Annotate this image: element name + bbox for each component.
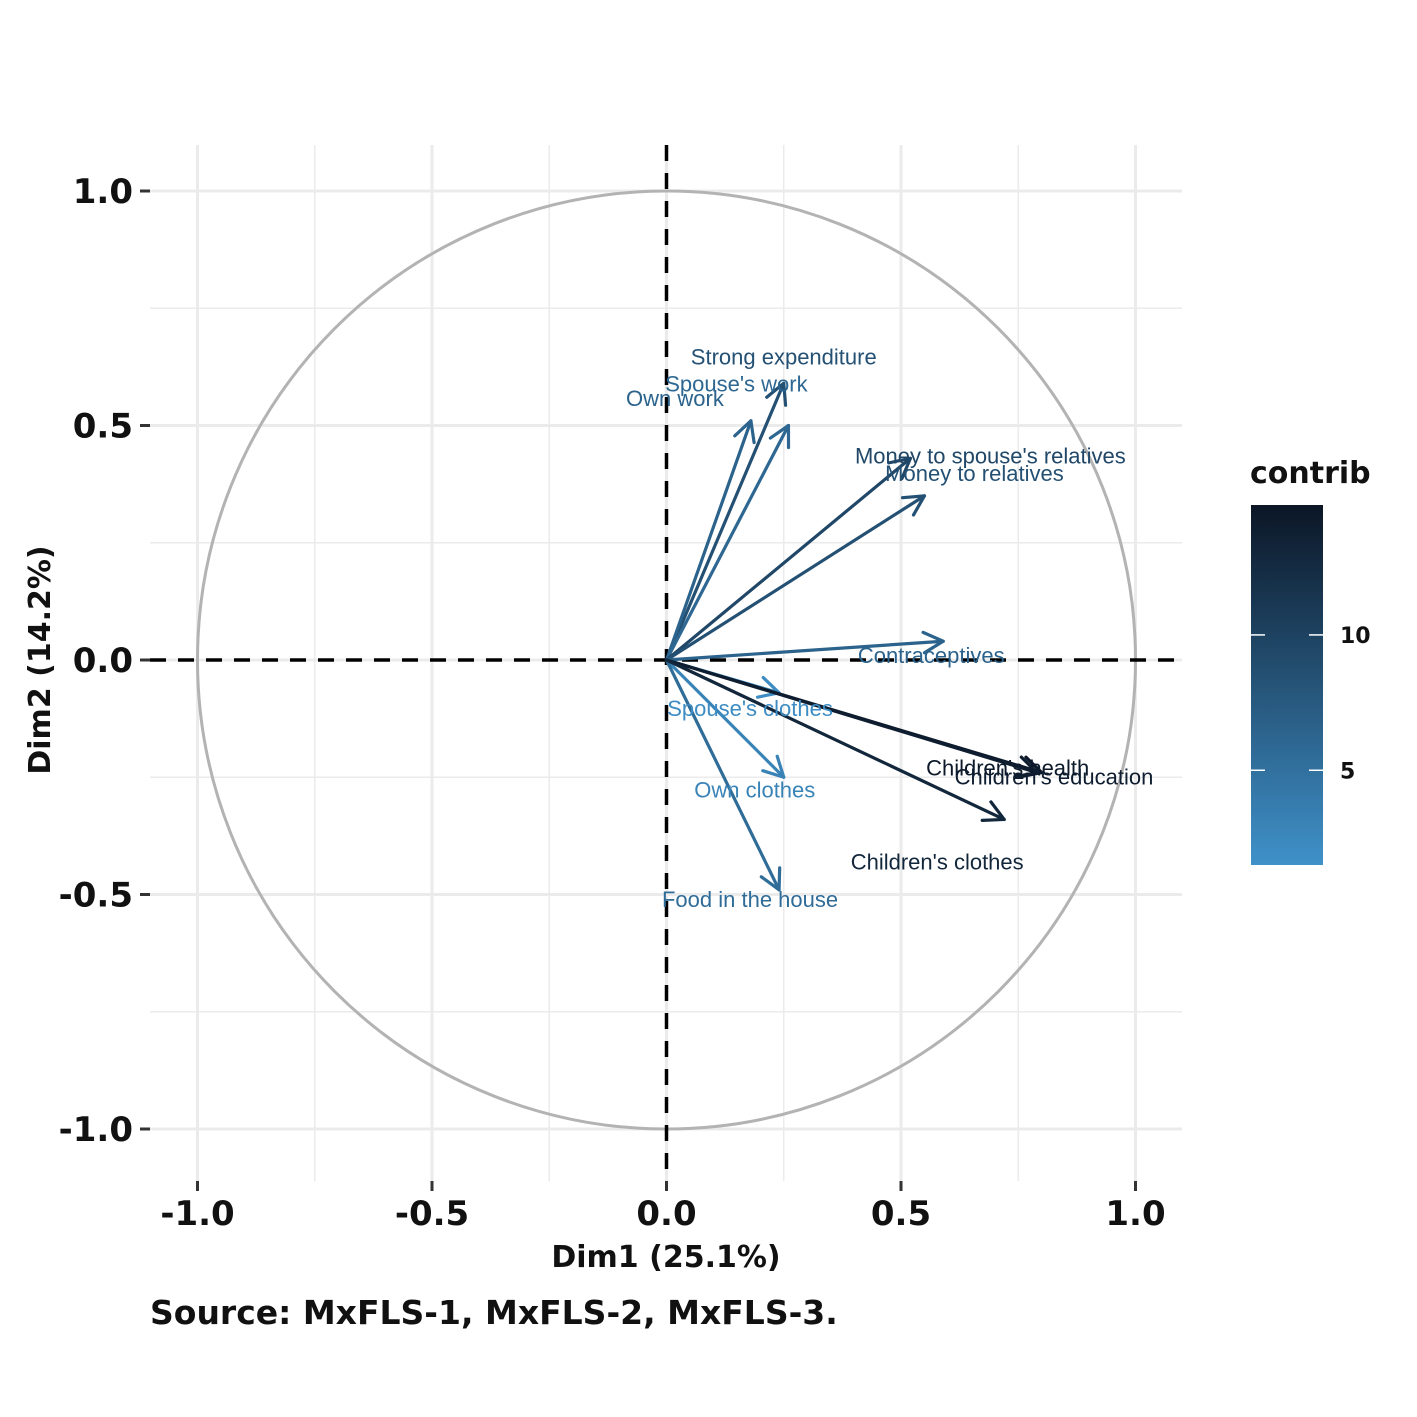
source-caption: Source: MxFLS-1, MxFLS-2, MxFLS-3. bbox=[150, 1293, 838, 1332]
variable-label: Own work bbox=[626, 386, 725, 411]
arrow-shaft bbox=[664, 423, 791, 662]
legend: contrib 10 5 bbox=[1250, 456, 1371, 865]
arrow-shaft bbox=[664, 456, 912, 662]
variable-label: Own clothes bbox=[694, 777, 815, 802]
y-tick-label: 0.0 bbox=[73, 641, 133, 681]
x-axis: -1.0 -0.5 0.0 0.5 1.0 bbox=[160, 1181, 1166, 1234]
legend-tick-label: 10 bbox=[1340, 624, 1371, 649]
arrow-head bbox=[765, 381, 788, 407]
y-tick-label: 0.5 bbox=[73, 407, 133, 447]
variable-arrow bbox=[664, 658, 1039, 779]
arrow-head bbox=[733, 419, 756, 445]
variable-label: Food in the house bbox=[662, 887, 838, 912]
arrow-head bbox=[921, 630, 945, 655]
variable-arrow bbox=[664, 494, 927, 662]
legend-ticks: 10 5 bbox=[1251, 624, 1371, 784]
y-axis: 1.0 0.5 0.0 -0.5 -1.0 bbox=[59, 172, 150, 1150]
arrow-head bbox=[900, 494, 927, 517]
x-tick-label: 0.5 bbox=[871, 1194, 931, 1234]
legend-colorbar bbox=[1251, 505, 1323, 865]
arrow-shaft bbox=[664, 658, 786, 779]
variable-label: Spouse's work bbox=[665, 372, 808, 397]
arrow-head bbox=[759, 866, 782, 892]
variable-arrow bbox=[664, 630, 945, 662]
x-tick-label: 1.0 bbox=[1105, 1194, 1165, 1234]
variable-arrow bbox=[664, 423, 791, 662]
x-tick-label: -1.0 bbox=[160, 1194, 234, 1234]
y-tick-label: -0.5 bbox=[59, 876, 133, 916]
variable-arrow bbox=[664, 419, 756, 662]
variable-label: Contraceptives bbox=[858, 643, 1005, 668]
arrow-shaft bbox=[664, 658, 781, 892]
variable-arrow bbox=[664, 658, 786, 779]
variable-arrow bbox=[664, 456, 912, 662]
variable-arrow bbox=[664, 658, 782, 892]
variable-label: Children's clothes bbox=[851, 849, 1024, 874]
variable-label: Money to spouse's relatives bbox=[855, 443, 1126, 468]
variable-arrow bbox=[664, 658, 1006, 822]
x-tick-label: 0.0 bbox=[636, 1194, 696, 1234]
arrow-head bbox=[1013, 755, 1039, 779]
arrow-shaft bbox=[664, 494, 927, 662]
arrow-head bbox=[887, 456, 912, 481]
variable-label: Strong expenditure bbox=[691, 344, 877, 369]
arrow-shaft bbox=[664, 381, 786, 662]
variable-label: Children's health bbox=[926, 756, 1089, 781]
arrow-shaft bbox=[664, 639, 945, 662]
arrow-head bbox=[980, 800, 1006, 822]
arrow-shaft bbox=[664, 658, 1039, 775]
variable-arrow bbox=[664, 381, 788, 662]
variable-label: Money to relatives bbox=[885, 461, 1064, 486]
variable-label: Children's education bbox=[955, 765, 1154, 790]
arrow-shaft bbox=[664, 658, 1006, 822]
arrow-head bbox=[761, 754, 786, 779]
y-tick-label: -1.0 bbox=[59, 1110, 133, 1150]
arrow-shaft bbox=[664, 419, 753, 662]
x-axis-title: Dim1 (25.1%) bbox=[551, 1240, 780, 1275]
legend-title: contrib bbox=[1250, 456, 1371, 491]
variable-label: Spouse's clothes bbox=[667, 696, 833, 721]
arrow-head bbox=[768, 423, 791, 450]
y-axis-title: Dim2 (14.2%) bbox=[23, 545, 58, 774]
variable-arrows bbox=[664, 381, 1044, 892]
y-tick-label: 1.0 bbox=[73, 172, 133, 212]
legend-tick-label: 5 bbox=[1340, 759, 1355, 784]
zero-lines bbox=[150, 145, 1182, 1181]
x-tick-label: -0.5 bbox=[395, 1194, 469, 1234]
